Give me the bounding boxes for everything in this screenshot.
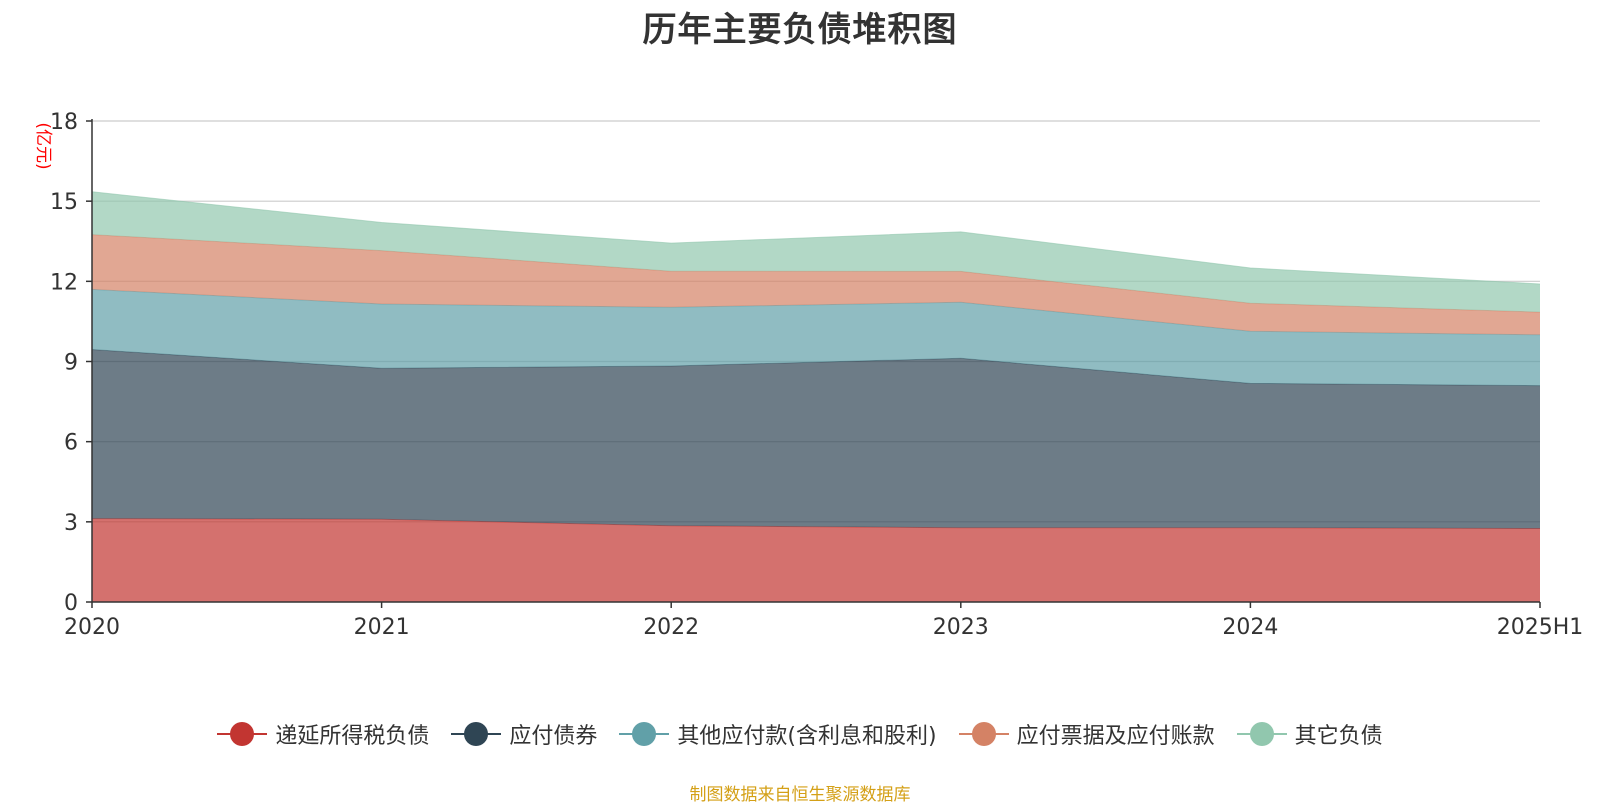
- legend-marker-icon: [1236, 721, 1287, 747]
- legend-marker-icon: [619, 721, 670, 747]
- x-tick-label: 2025H1: [1497, 615, 1584, 640]
- x-tick-label: 2022: [643, 615, 699, 640]
- y-tick-label: 12: [50, 270, 78, 295]
- legend-label: 应付票据及应付账款: [1016, 724, 1215, 749]
- y-tick-label: 3: [64, 511, 78, 536]
- legend-item[interactable]: 其他应付款(含利息和股利): [619, 718, 937, 750]
- legend-label: 递延所得税负债: [275, 724, 430, 749]
- legend-marker-icon: [451, 721, 502, 747]
- x-tick-label: 2021: [354, 615, 410, 640]
- area-series-0: [92, 518, 1540, 602]
- legend-label: 其它负债: [1294, 724, 1383, 749]
- legend-item[interactable]: 应付债券: [451, 718, 597, 750]
- legend-marker-icon: [217, 721, 268, 747]
- legend-item[interactable]: 递延所得税负债: [217, 718, 429, 750]
- x-tick-label: 2024: [1222, 615, 1278, 640]
- y-axis-unit-label: (亿元): [33, 122, 53, 169]
- legend: 递延所得税负债 应付债券 其他应付款(含利息和股利) 应付票据及应付账款 其它负债: [0, 718, 1600, 750]
- line-series-4: [91, 191, 1541, 285]
- legend-item[interactable]: 其它负债: [1236, 718, 1383, 750]
- legend-label: 其他应付款(含利息和股利): [677, 724, 937, 749]
- y-tick-label: 0: [64, 591, 78, 616]
- y-tick-label: 18: [50, 110, 78, 135]
- x-tick-label: 2023: [933, 615, 989, 640]
- source-note: 制图数据来自恒生聚源数据库: [689, 785, 911, 805]
- legend-marker-icon: [958, 721, 1009, 747]
- legend-label: 应付债券: [509, 724, 598, 749]
- y-tick-label: 15: [50, 190, 78, 215]
- area-series-4: [92, 191, 1540, 313]
- x-tick-label: 2020: [64, 615, 120, 640]
- legend-item[interactable]: 应付票据及应付账款: [958, 718, 1215, 750]
- area-series-2: [92, 289, 1540, 386]
- y-tick-label: 6: [64, 431, 78, 456]
- y-tick-label: 9: [64, 351, 78, 376]
- chart-title: 历年主要负债堆积图: [642, 10, 958, 50]
- area-series-3: [92, 234, 1540, 335]
- area-series-1: [92, 349, 1540, 529]
